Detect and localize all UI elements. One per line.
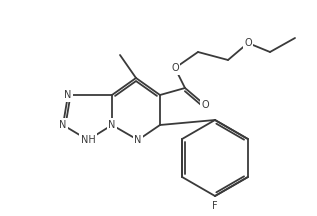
Text: O: O	[244, 38, 252, 48]
Text: N: N	[59, 120, 67, 130]
Text: N: N	[108, 120, 116, 130]
Text: F: F	[212, 201, 218, 211]
Text: O: O	[171, 63, 179, 73]
Text: N: N	[134, 135, 142, 145]
Text: N: N	[64, 90, 72, 100]
Text: NH: NH	[81, 135, 95, 145]
Text: O: O	[201, 100, 209, 110]
